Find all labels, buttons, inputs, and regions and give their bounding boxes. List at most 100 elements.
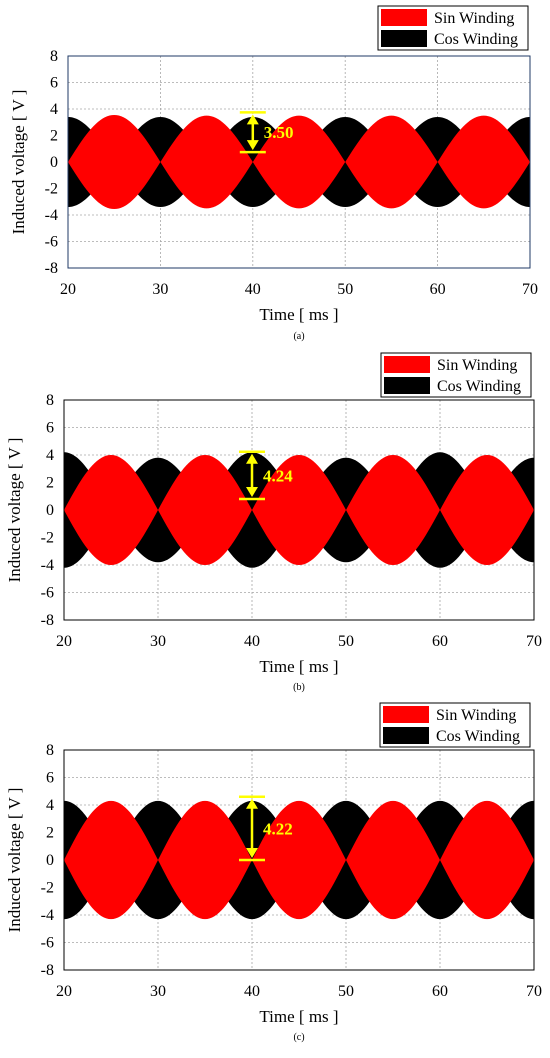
x-axis-label: Time [ ms ] bbox=[259, 305, 338, 324]
plot-frame bbox=[63, 749, 535, 971]
x-tick-label: 70 bbox=[522, 281, 538, 298]
y-tick-label: 4 bbox=[46, 797, 54, 814]
y-tick-label: -6 bbox=[45, 234, 58, 251]
series-lobe-sin bbox=[346, 800, 440, 920]
legend-label: Cos Winding bbox=[437, 378, 521, 395]
y-tick-label: 2 bbox=[46, 475, 54, 492]
y-axis-label: Induced voltage [ V ] bbox=[9, 90, 28, 235]
series-lobe-sin bbox=[252, 800, 346, 920]
figure-caption: (c) bbox=[293, 1032, 304, 1043]
y-tick-label: -8 bbox=[45, 260, 58, 277]
amplitude-annotation: 3.50 bbox=[239, 111, 294, 154]
x-tick-label: 30 bbox=[150, 983, 166, 1000]
y-tick-label: 8 bbox=[46, 742, 54, 759]
x-tick-label: 20 bbox=[60, 281, 76, 298]
y-tick-label: -2 bbox=[45, 181, 58, 198]
y-tick-label: 4 bbox=[50, 101, 58, 118]
y-tick-label: -4 bbox=[41, 557, 54, 574]
legend-swatch bbox=[384, 377, 430, 394]
y-tick-label: 0 bbox=[50, 154, 58, 171]
series-lobe-sin bbox=[252, 115, 346, 209]
x-tick-label: 60 bbox=[432, 633, 448, 650]
plot-frame bbox=[67, 55, 531, 269]
x-axis-label: Time [ ms ] bbox=[259, 1007, 338, 1026]
annotation-arrowhead-down bbox=[246, 487, 258, 497]
x-tick-label: 50 bbox=[338, 633, 354, 650]
x-tick-label: 40 bbox=[244, 633, 260, 650]
chart-1: -8 -6 -4 -2 0 2 4 6 8 20 30 40 50 60 70 Time [ ms ] Indu… bbox=[5, 352, 542, 693]
y-tick-label: 2 bbox=[50, 128, 58, 145]
annotation-arrowhead-up bbox=[246, 798, 258, 809]
x-tick-label: 50 bbox=[337, 281, 353, 298]
x-tick-label: 40 bbox=[245, 281, 261, 298]
legend-swatch bbox=[381, 9, 427, 26]
y-tick-label: 6 bbox=[46, 420, 54, 437]
x-tick-label: 40 bbox=[244, 983, 260, 1000]
x-tick-label: 30 bbox=[150, 633, 166, 650]
y-tick-label: -2 bbox=[41, 880, 54, 897]
series-lobe-sin bbox=[64, 455, 158, 565]
amplitude-annotation: 4.24 bbox=[239, 450, 293, 501]
x-tick-label: 20 bbox=[56, 633, 72, 650]
y-tick-label: 6 bbox=[50, 75, 58, 92]
y-tick-label: 4 bbox=[46, 447, 54, 464]
annotation-value: 4.22 bbox=[263, 819, 293, 838]
legend: Sin Winding Cos Winding bbox=[377, 5, 529, 51]
series-lobe-sin bbox=[158, 455, 252, 565]
legend: Sin Winding Cos Winding bbox=[380, 352, 532, 398]
plot-frame bbox=[63, 399, 535, 621]
y-tick-label: 0 bbox=[46, 852, 54, 869]
series-lobe-sin bbox=[440, 455, 534, 565]
series-lobe-sin bbox=[64, 800, 158, 920]
annotation-arrowhead-up bbox=[246, 114, 259, 125]
series-lobe-sin bbox=[346, 455, 440, 565]
figure-caption: (a) bbox=[293, 331, 304, 342]
legend-swatch bbox=[384, 356, 430, 373]
x-tick-label: 60 bbox=[430, 281, 446, 298]
y-tick-label: -8 bbox=[41, 962, 54, 979]
series-lobe-sin bbox=[345, 115, 438, 209]
x-tick-label: 20 bbox=[56, 983, 72, 1000]
y-tick-label: -6 bbox=[41, 585, 54, 602]
y-tick-label: -8 bbox=[41, 612, 54, 629]
amplitude-annotation: 4.22 bbox=[239, 795, 293, 862]
y-tick-label: -6 bbox=[41, 935, 54, 952]
y-tick-label: 2 bbox=[46, 825, 54, 842]
x-tick-label: 30 bbox=[152, 281, 168, 298]
y-axis-label: Induced voltage [ V ] bbox=[5, 788, 24, 933]
legend: Sin Winding Cos Winding bbox=[379, 702, 531, 748]
series-lobe-sin bbox=[252, 455, 346, 565]
chart-2: -8 -6 -4 -2 0 2 4 6 8 20 30 40 50 60 70 Time [ ms ] Indu… bbox=[5, 702, 542, 1043]
y-tick-label: -4 bbox=[41, 907, 54, 924]
y-tick-label: -4 bbox=[45, 207, 58, 224]
y-tick-label: 0 bbox=[46, 502, 54, 519]
y-axis-label: Induced voltage [ V ] bbox=[5, 438, 24, 583]
series-lobe-sin bbox=[440, 800, 534, 920]
legend-label: Sin Winding bbox=[437, 357, 517, 374]
legend-label: Sin Winding bbox=[434, 10, 514, 27]
annotation-arrowhead-down bbox=[246, 140, 259, 151]
legend-label: Cos Winding bbox=[436, 728, 520, 745]
y-tick-label: -2 bbox=[41, 530, 54, 547]
legend-swatch bbox=[383, 706, 429, 723]
annotation-arrowhead-up bbox=[246, 453, 258, 464]
figure-caption: (b) bbox=[293, 682, 305, 693]
x-tick-label: 70 bbox=[526, 983, 542, 1000]
x-tick-label: 50 bbox=[338, 983, 354, 1000]
legend-swatch bbox=[383, 727, 429, 744]
legend-swatch bbox=[381, 30, 427, 47]
y-tick-label: 8 bbox=[50, 48, 58, 65]
x-axis-label: Time [ ms ] bbox=[259, 657, 338, 676]
annotation-arrowhead-down bbox=[246, 848, 258, 858]
x-tick-label: 70 bbox=[526, 633, 542, 650]
legend-label: Cos Winding bbox=[434, 31, 518, 48]
series-lobe-sin bbox=[437, 115, 530, 209]
chart-0: -8 -6 -4 -2 0 2 4 6 8 20 30 40 50 60 70 Time [ ms ] Indu… bbox=[9, 5, 538, 342]
annotation-value: 3.50 bbox=[264, 123, 294, 142]
y-tick-label: 6 bbox=[46, 770, 54, 787]
x-tick-label: 60 bbox=[432, 983, 448, 1000]
y-tick-label: 8 bbox=[46, 392, 54, 409]
legend-label: Sin Winding bbox=[436, 707, 516, 724]
annotation-value: 4.24 bbox=[263, 466, 293, 485]
